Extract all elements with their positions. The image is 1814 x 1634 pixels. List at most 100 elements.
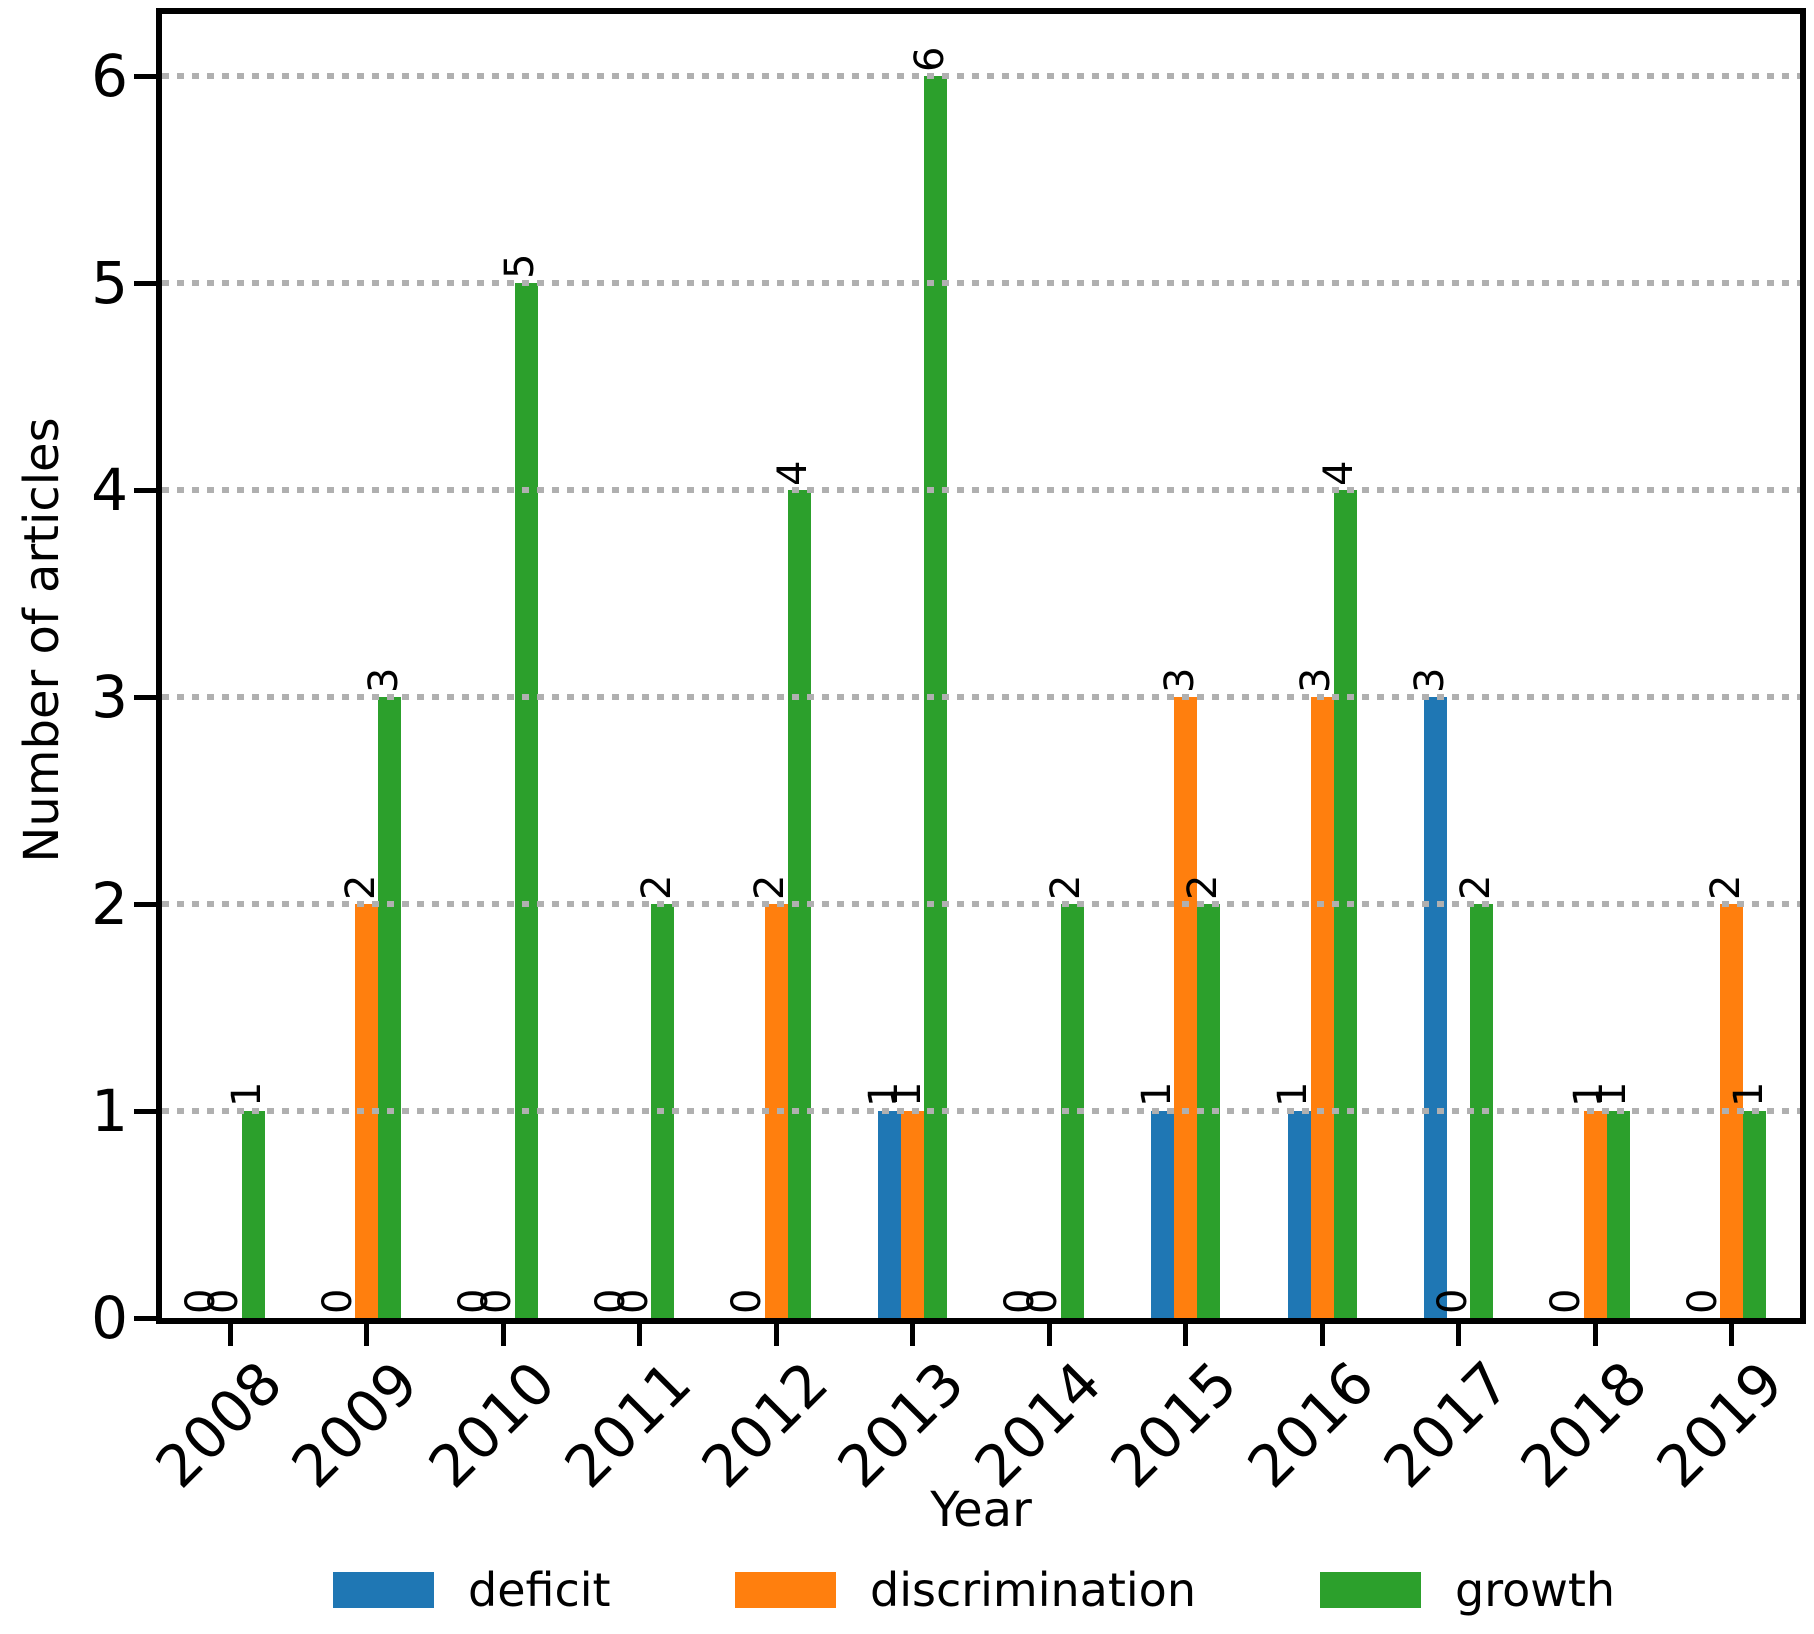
bar-growth — [241, 1111, 265, 1318]
legend-label-deficit: deficit — [468, 1563, 611, 1617]
bar-value-label: 0 — [1679, 1288, 1726, 1314]
y-tick-label: 5 — [91, 249, 128, 318]
x-tick-label: 2012 — [688, 1348, 841, 1501]
bar-discrimination — [1583, 1111, 1607, 1318]
bar-value-label: 2 — [1452, 874, 1499, 901]
bar-value-label: 0 — [201, 1288, 248, 1314]
x-tick — [910, 1324, 916, 1346]
bar-discrimination — [901, 1111, 925, 1318]
y-tick-label: 3 — [91, 663, 128, 732]
x-tick-label: 2014 — [961, 1348, 1114, 1501]
x-tick — [227, 1324, 233, 1346]
x-tick — [773, 1324, 779, 1346]
x-tick-label: 2010 — [415, 1348, 568, 1501]
x-tick — [364, 1324, 370, 1346]
y-tick-label: 1 — [91, 1077, 128, 1146]
bar-value-label: 0 — [1543, 1288, 1590, 1314]
bar-value-label: 1 — [1725, 1081, 1772, 1108]
x-tick — [1046, 1324, 1052, 1346]
bar-growth — [1606, 1111, 1630, 1318]
bar-value-label: 0 — [610, 1288, 657, 1314]
x-tick-label: 2016 — [1234, 1348, 1387, 1501]
bar-value-label: 6 — [906, 46, 953, 73]
bar-growth — [514, 283, 538, 1318]
y-tick — [134, 1315, 156, 1321]
legend-entry-discrimination: discrimination — [735, 1563, 1196, 1617]
y-gridline — [162, 73, 1800, 80]
bar-value-label: 0 — [724, 1288, 771, 1314]
bar-value-label: 1 — [1133, 1081, 1180, 1108]
x-tick — [1319, 1324, 1325, 1346]
bar-value-label: 1 — [1589, 1081, 1636, 1108]
legend-entry-growth: growth — [1320, 1563, 1615, 1617]
y-axis-label: Number of articles — [14, 417, 70, 863]
legend-swatch-deficit — [333, 1572, 434, 1608]
x-tick-label: 2013 — [824, 1348, 978, 1501]
y-tick — [134, 901, 156, 907]
y-tick-label: 6 — [91, 42, 128, 111]
plot-frame — [156, 8, 1806, 1324]
bar-value-label: 2 — [1702, 874, 1749, 901]
bar-value-label: 0 — [1429, 1288, 1476, 1314]
y-gridline — [162, 280, 1800, 287]
bar-value-label: 4 — [770, 460, 817, 487]
bar-value-label: 4 — [1316, 460, 1363, 487]
bar-discrimination — [1174, 697, 1198, 1318]
bar-value-label: 5 — [497, 253, 544, 280]
x-tick — [1183, 1324, 1189, 1346]
y-tick-label: 2 — [91, 870, 128, 939]
y-tick — [134, 1108, 156, 1114]
bar-value-label: 1 — [224, 1081, 271, 1108]
bar-value-label: 0 — [1020, 1288, 1067, 1314]
bar-value-label: 0 — [314, 1288, 361, 1314]
bar-growth — [378, 697, 402, 1318]
y-tick — [134, 73, 156, 79]
y-tick — [134, 280, 156, 286]
x-tick-label: 2018 — [1507, 1348, 1660, 1501]
x-tick-label: 2015 — [1097, 1348, 1251, 1501]
bar-deficit — [878, 1111, 902, 1318]
bar-value-label: 2 — [633, 874, 680, 901]
y-gridline — [162, 694, 1800, 701]
bar-value-label: 3 — [360, 667, 407, 694]
x-tick — [637, 1324, 643, 1346]
x-tick — [1456, 1324, 1462, 1346]
y-gridline — [162, 901, 1800, 908]
x-tick-label: 2009 — [278, 1348, 432, 1501]
y-gridline — [162, 487, 1800, 494]
x-tick-label: 2011 — [551, 1348, 705, 1501]
bar-value-label: 2 — [1179, 874, 1226, 901]
legend-entry-deficit: deficit — [333, 1563, 611, 1617]
bar-value-label: 0 — [474, 1288, 521, 1314]
x-tick-label: 2008 — [142, 1348, 295, 1501]
bar-discrimination — [1310, 697, 1334, 1318]
bar-deficit — [1287, 1111, 1311, 1318]
bar-growth — [1743, 1111, 1767, 1318]
x-tick — [1592, 1324, 1598, 1346]
y-gridline — [162, 1108, 1800, 1115]
bar-value-label: 2 — [337, 874, 384, 901]
x-tick — [1729, 1324, 1735, 1346]
x-tick — [500, 1324, 506, 1346]
legend-swatch-discrimination — [735, 1572, 836, 1608]
legend-swatch-growth — [1320, 1572, 1421, 1608]
bar-deficit — [1424, 697, 1448, 1318]
bar-value-label: 1 — [883, 1081, 930, 1108]
x-tick-label: 2019 — [1643, 1348, 1797, 1501]
x-axis-label: Year — [930, 1482, 1032, 1538]
bar-deficit — [1151, 1111, 1175, 1318]
bar-value-label: 1 — [1270, 1081, 1317, 1108]
legend-label-growth: growth — [1455, 1563, 1616, 1617]
legend-label-discrimination: discrimination — [870, 1563, 1196, 1617]
bar-value-label: 2 — [1043, 874, 1090, 901]
y-tick-label: 0 — [91, 1284, 128, 1352]
bar-value-label: 3 — [1156, 667, 1203, 694]
y-tick — [134, 487, 156, 493]
bar-value-label: 2 — [747, 874, 794, 901]
x-tick-label: 2017 — [1370, 1348, 1524, 1501]
bar-value-label: 3 — [1406, 667, 1453, 694]
y-tick — [134, 694, 156, 700]
y-tick-label: 4 — [91, 456, 128, 525]
